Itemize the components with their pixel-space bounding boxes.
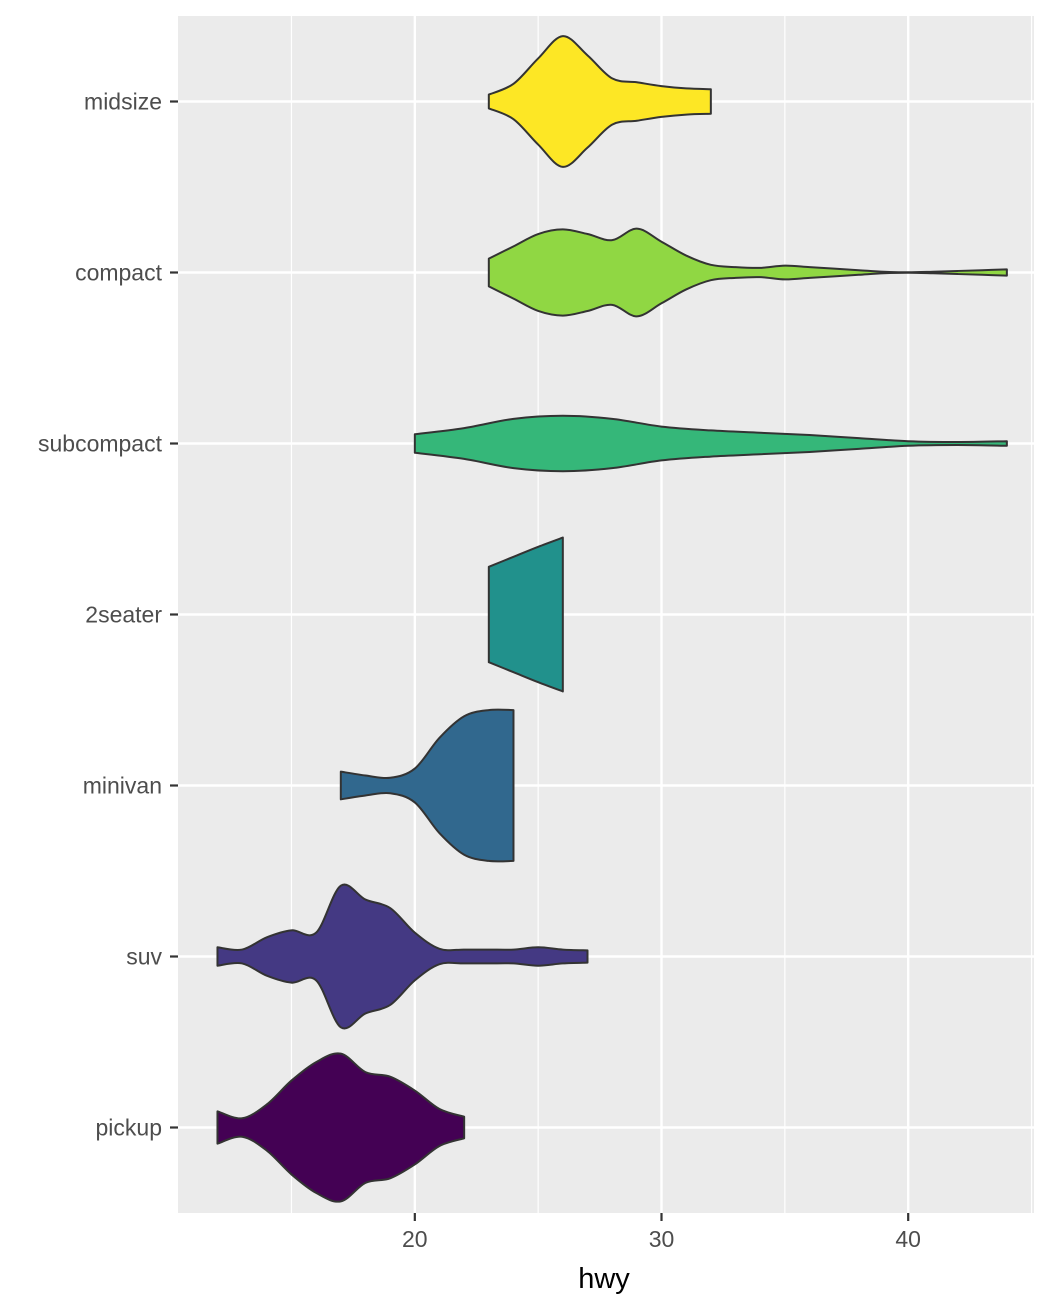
- violin-subcompact: [413, 414, 1008, 473]
- y-tick-label-pickup: pickup: [96, 1115, 162, 1141]
- violin-layer: [216, 35, 1008, 1203]
- y-tick-label-2seater: 2seater: [85, 602, 162, 628]
- violin-suv: [216, 883, 589, 1030]
- y-tick-label-minivan: minivan: [83, 773, 162, 799]
- y-tick-label-subcompact: subcompact: [38, 431, 163, 457]
- x-tick-label: 40: [895, 1226, 921, 1252]
- y-axis: pickup suv minivan 2seater subcompact compact…: [38, 89, 178, 1141]
- y-tick-label-suv: suv: [126, 944, 162, 970]
- x-axis: 20 30 40: [402, 1213, 921, 1252]
- x-axis-title: hwy: [578, 1263, 630, 1295]
- x-tick-label: 30: [649, 1226, 675, 1252]
- y-tick-label-compact: compact: [75, 260, 163, 286]
- violin-compact: [487, 227, 1008, 318]
- y-tick-label-midsize: midsize: [84, 89, 162, 115]
- x-tick-label: 20: [402, 1226, 428, 1252]
- violin-minivan: [339, 708, 515, 863]
- violin-2seater: [487, 536, 564, 693]
- violin-pickup: [216, 1052, 466, 1203]
- violin-midsize: [487, 35, 712, 168]
